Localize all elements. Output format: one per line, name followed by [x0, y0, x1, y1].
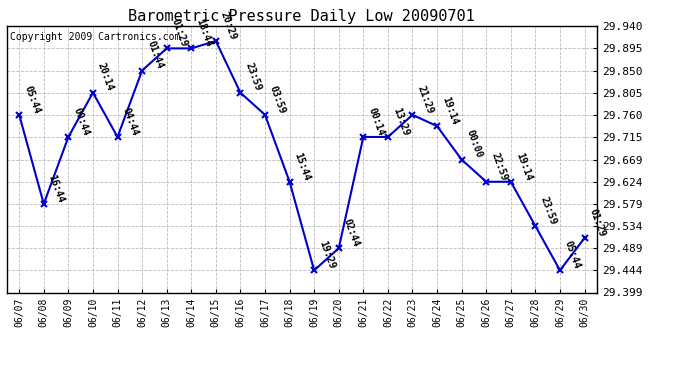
Text: 00:14: 00:14 [366, 106, 386, 137]
Text: 03:59: 03:59 [268, 84, 288, 115]
Text: 18:44: 18:44 [194, 17, 214, 48]
Text: 16:44: 16:44 [47, 173, 66, 204]
Text: 22:59: 22:59 [489, 151, 509, 182]
Text: 05:44: 05:44 [22, 84, 41, 115]
Text: 20:14: 20:14 [96, 62, 115, 93]
Text: Copyright 2009 Cartronics.com: Copyright 2009 Cartronics.com [10, 32, 180, 42]
Text: 00:00: 00:00 [464, 129, 484, 160]
Text: 19:14: 19:14 [514, 151, 533, 182]
Text: 00:44: 00:44 [71, 106, 91, 137]
Text: 23:59: 23:59 [538, 195, 558, 226]
Text: 01:44: 01:44 [145, 39, 164, 70]
Text: 19:29: 19:29 [317, 239, 337, 270]
Text: 15:44: 15:44 [293, 151, 312, 182]
Text: 05:44: 05:44 [563, 239, 582, 270]
Title: Barometric Pressure Daily Low 20090701: Barometric Pressure Daily Low 20090701 [128, 9, 475, 24]
Text: 04:44: 04:44 [121, 106, 140, 137]
Text: 23:59: 23:59 [244, 62, 263, 93]
Text: 21:29: 21:29 [415, 84, 435, 115]
Text: 02:44: 02:44 [342, 217, 361, 248]
Text: 01:29: 01:29 [170, 17, 189, 48]
Text: 19:14: 19:14 [440, 95, 460, 126]
Text: 13:29: 13:29 [391, 106, 411, 137]
Text: 01:29: 01:29 [587, 207, 607, 238]
Text: 20:29: 20:29 [219, 10, 238, 41]
